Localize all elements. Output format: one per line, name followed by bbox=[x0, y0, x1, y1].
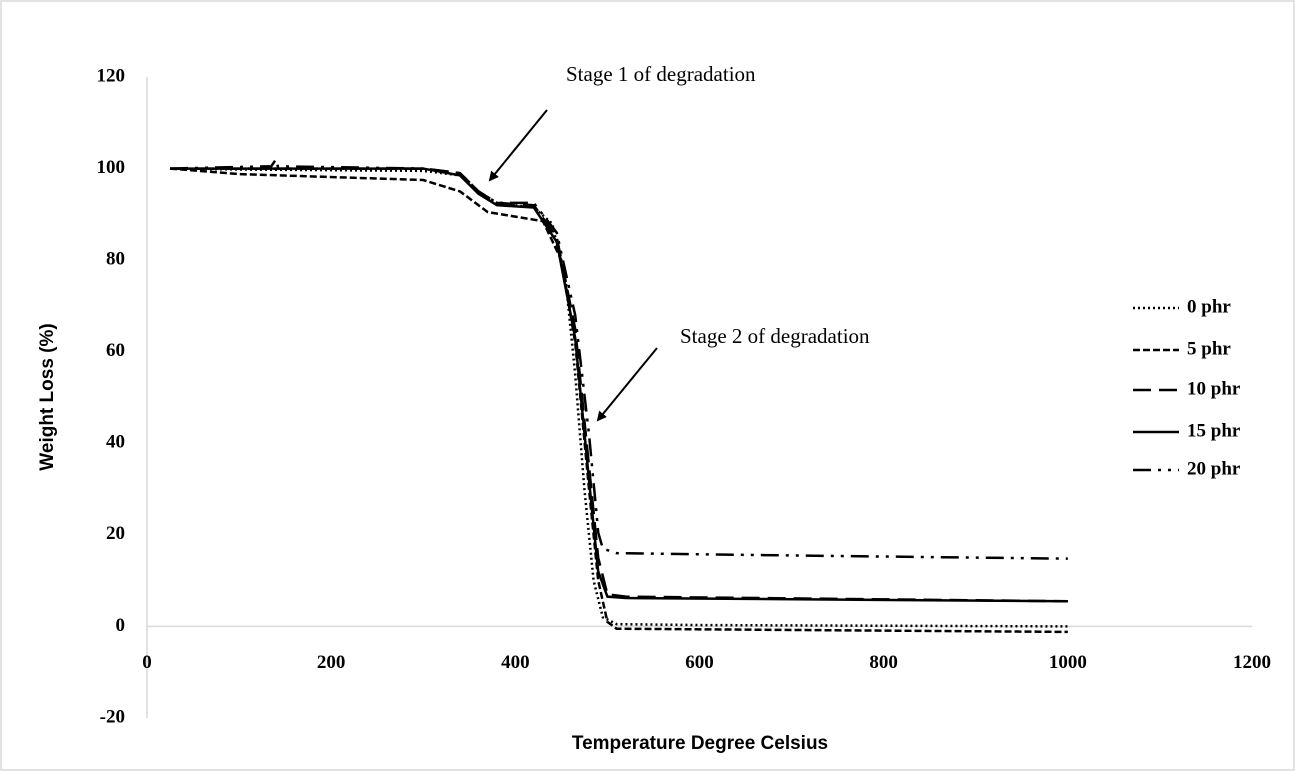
x-axis-title: Temperature Degree Celsius bbox=[572, 733, 828, 754]
x-tick-label: 400 bbox=[501, 652, 530, 673]
y-tick-label: 60 bbox=[106, 340, 125, 361]
line-series bbox=[169, 156, 1068, 560]
x-tick-label: 0 bbox=[142, 652, 152, 673]
legend-label: 15 phr bbox=[1187, 420, 1241, 441]
y-axis-title: Weight Loss (%) bbox=[37, 323, 58, 470]
y-tick-label: -20 bbox=[100, 706, 125, 727]
legend-label: 10 phr bbox=[1187, 378, 1241, 399]
y-tick-label: 20 bbox=[106, 523, 125, 544]
y-tick-label: 0 bbox=[116, 615, 126, 636]
line-series bbox=[170, 167, 1068, 603]
x-tick-label: 200 bbox=[317, 652, 346, 673]
y-tick-label: 120 bbox=[97, 65, 126, 86]
legend-label: 0 phr bbox=[1187, 296, 1231, 317]
x-tick-label: 600 bbox=[685, 652, 714, 673]
y-tick-label: 100 bbox=[97, 157, 126, 178]
y-tick-label: 40 bbox=[106, 432, 125, 453]
legend-label: 5 phr bbox=[1187, 338, 1231, 359]
x-tick-label: 800 bbox=[869, 652, 898, 673]
annotation: Stage 1 of degradation bbox=[566, 62, 756, 86]
x-tick-label: 1200 bbox=[1233, 652, 1271, 673]
annotation: Stage 2 of degradation bbox=[680, 324, 870, 348]
x-tick-label: 1000 bbox=[1049, 652, 1087, 673]
y-tick-label: 80 bbox=[106, 249, 125, 270]
legend-label: 20 phr bbox=[1187, 458, 1241, 479]
annotation-arrow bbox=[488, 109, 548, 182]
line-series bbox=[169, 167, 1068, 634]
line-series bbox=[170, 167, 1068, 603]
annotation-arrow bbox=[596, 347, 658, 422]
